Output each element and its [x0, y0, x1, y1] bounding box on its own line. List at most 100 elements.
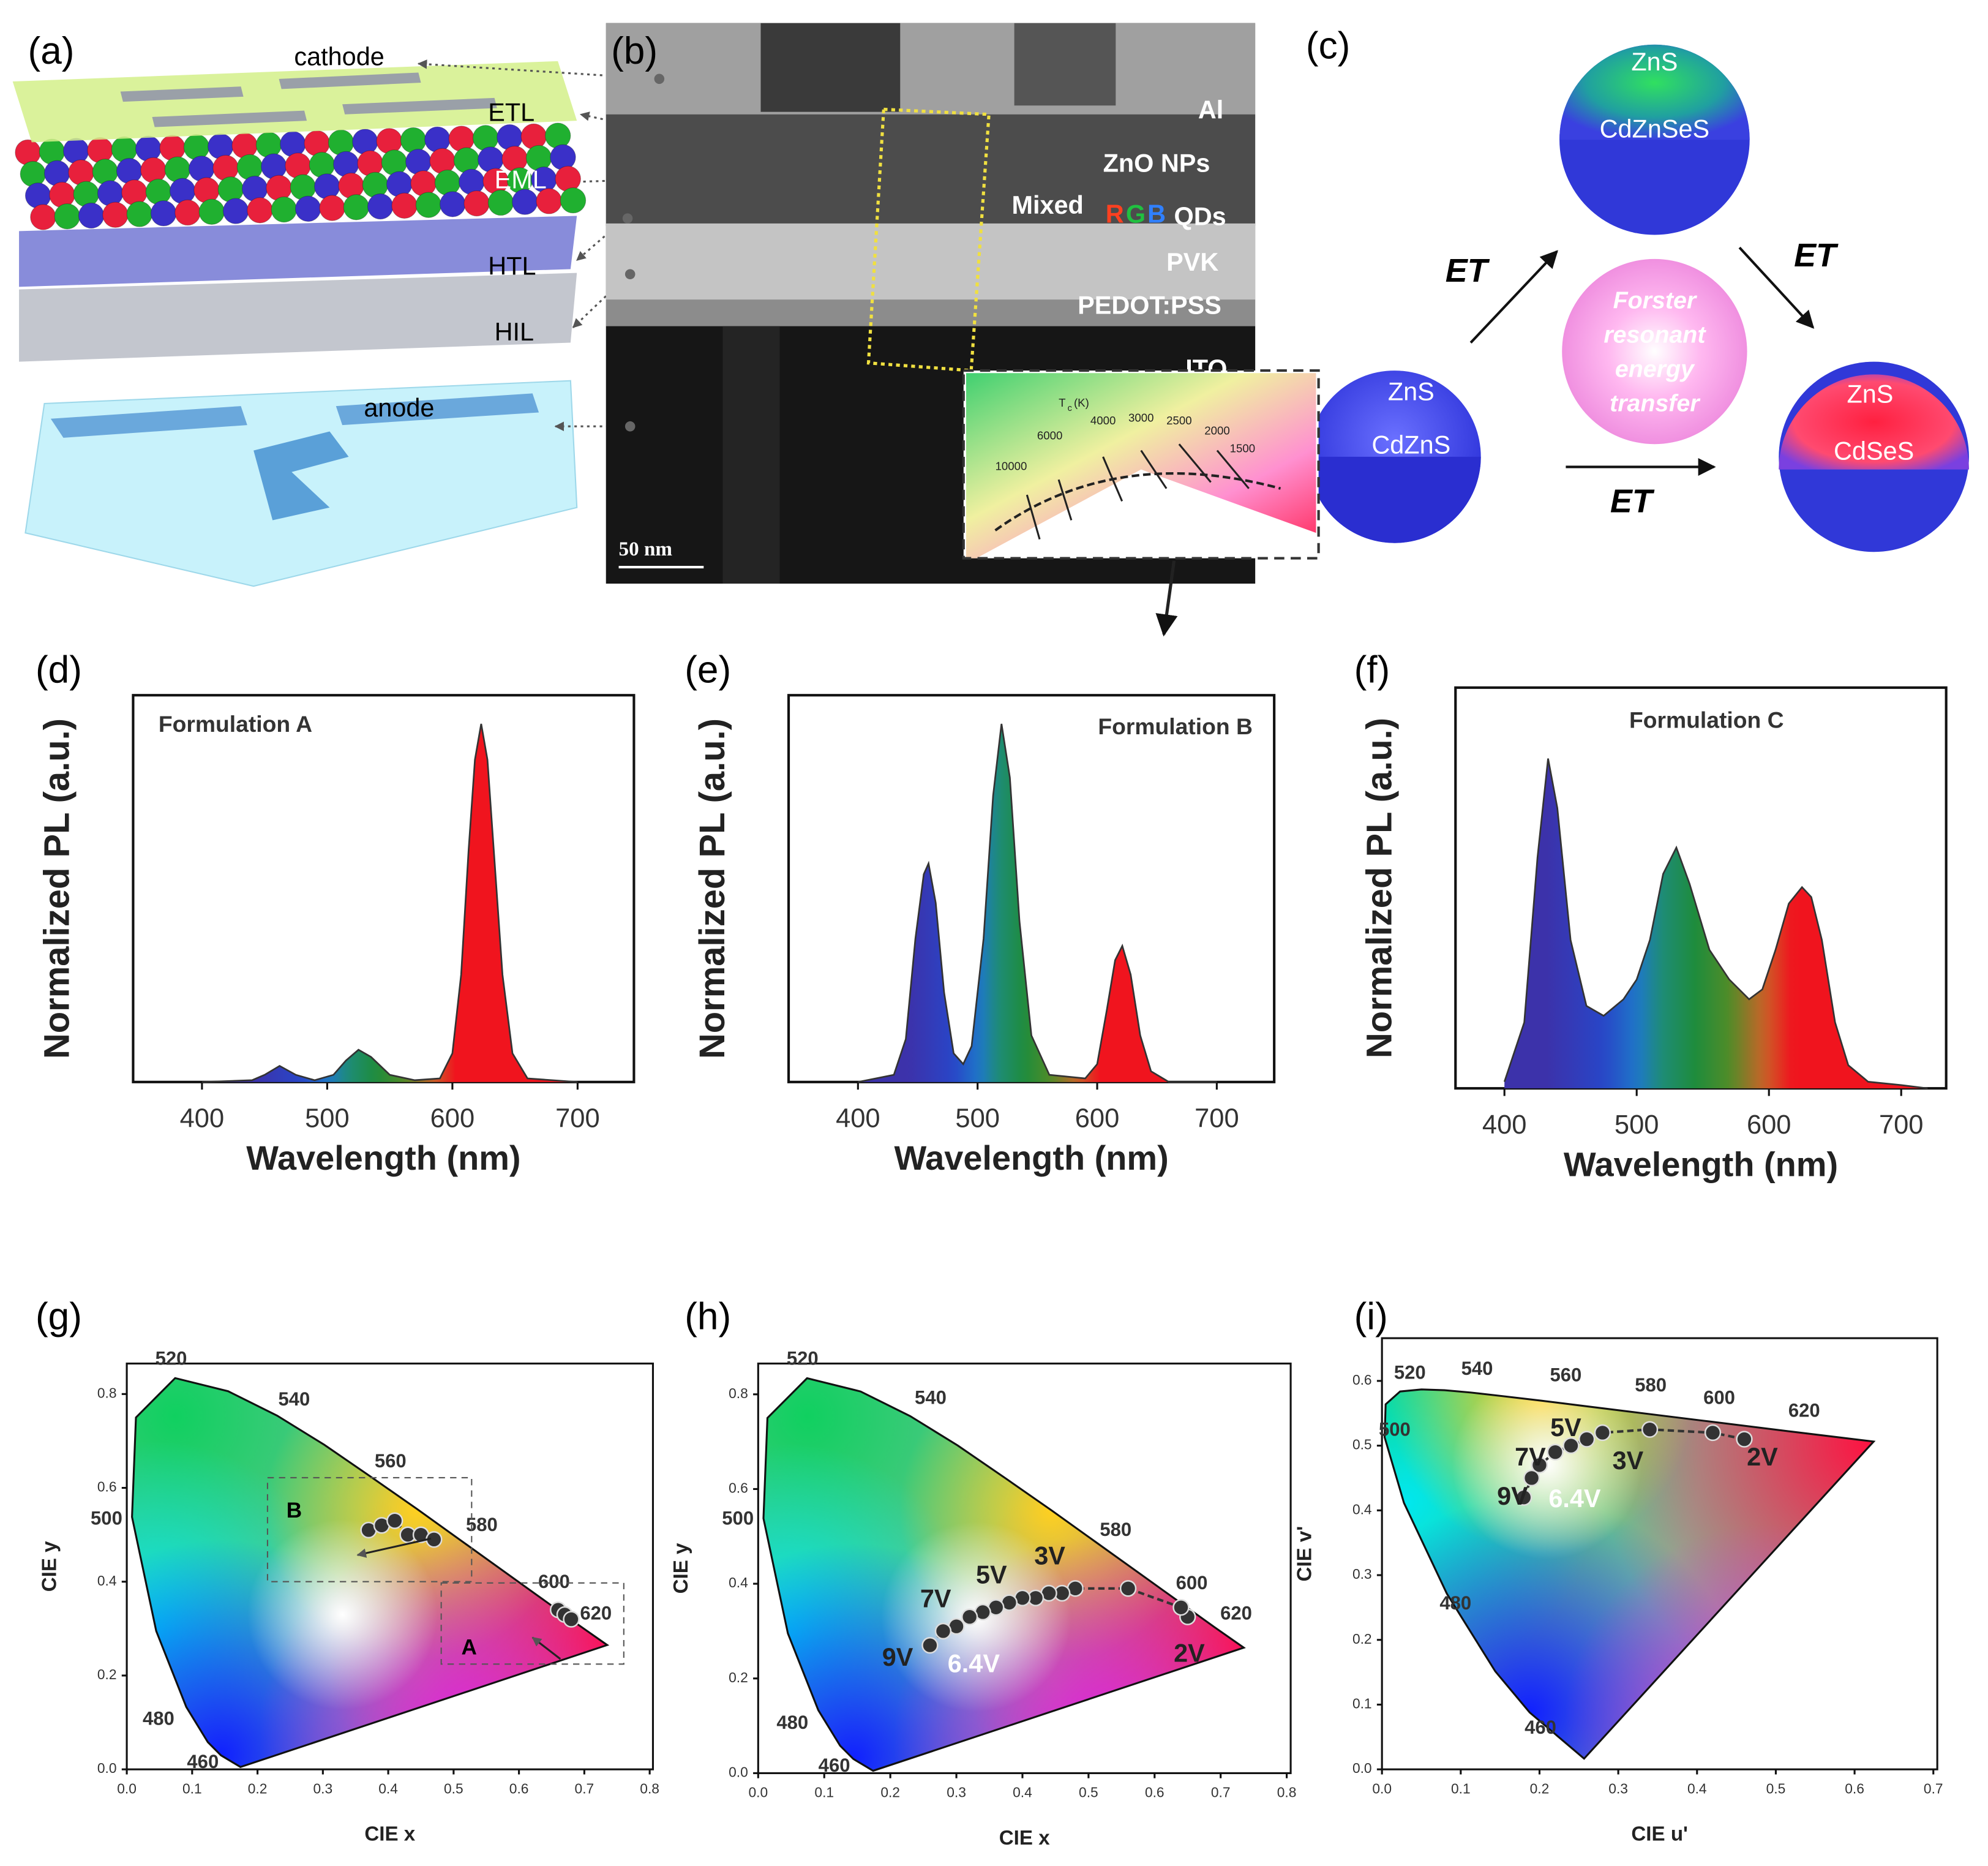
qd-sphere: [169, 178, 196, 205]
data-point: [1172, 1599, 1190, 1616]
inset-temp: 10000: [996, 459, 1027, 472]
qd-sphere: [231, 132, 258, 159]
spectrum-area: [858, 724, 1217, 1082]
x-tick-label: 0.6: [1845, 1780, 1864, 1796]
wavelength-label: 520: [1394, 1361, 1426, 1383]
qd-sphere: [367, 193, 394, 220]
qd-sphere: [410, 170, 437, 197]
qd-label: G: [1126, 200, 1146, 228]
data-point: [1736, 1431, 1753, 1448]
x-axis-label: CIE x: [364, 1823, 415, 1846]
chart: (e) 400 500 600 700 Wavelength (nm) Normalized…: [685, 649, 1276, 1177]
y-axis-label: Normalized PL (a.u.): [1360, 718, 1399, 1058]
layer-label: PVK: [1166, 248, 1218, 276]
highlight-box: [866, 107, 991, 372]
cathode-bar: [152, 110, 307, 127]
wavelength-label: 520: [787, 1348, 819, 1369]
inset-temp: 3000: [1128, 412, 1153, 424]
x-tick-label: 0.4: [1687, 1780, 1707, 1796]
qd-sphere: [357, 150, 383, 176]
y-axis-label: CIE y: [39, 1541, 61, 1592]
layer-label: EML: [495, 165, 547, 194]
wavelength-label: 460: [819, 1755, 850, 1776]
al-band: [606, 23, 1256, 119]
wavelength-label: 600: [1703, 1387, 1735, 1409]
core-label: CdSeS: [1834, 437, 1914, 465]
gamut: [1384, 1389, 1874, 1759]
qd-sphere: [193, 177, 220, 203]
shell-label: ZnS: [1388, 377, 1435, 405]
inset-temp: 6000: [1037, 429, 1062, 442]
qd-sphere: [381, 149, 408, 176]
wavelength-label: 480: [1439, 1592, 1471, 1614]
qd-sphere: [43, 160, 70, 187]
fret-text: Forster resonant energy transfer: [1604, 287, 1706, 417]
x-axis-label: Wavelength (nm): [246, 1138, 520, 1177]
y-tick-label: 0.4: [1352, 1501, 1372, 1517]
qd-sphere: [415, 192, 442, 218]
x-tick-label: 0.3: [1608, 1780, 1628, 1796]
anode-pattern: [336, 393, 539, 426]
qd-sphere: [73, 181, 100, 208]
panel-label: (c): [1306, 25, 1350, 67]
qd-sphere: [164, 156, 191, 182]
x-tick-label: 400: [1482, 1110, 1527, 1140]
fret-line: Forster: [1613, 287, 1698, 314]
y-tick-label: 0.8: [729, 1385, 748, 1401]
x-tick-label: 0.7: [1211, 1785, 1231, 1800]
qd-sphere: [174, 199, 201, 226]
shift-arrow: [356, 1537, 432, 1558]
x-tick-label: 700: [555, 1104, 600, 1133]
wavelength-label: 560: [1550, 1364, 1582, 1385]
voltage-label: 7V: [1515, 1443, 1546, 1471]
layer-label: anode: [364, 394, 434, 422]
x-tick-label: 0.7: [1924, 1780, 1943, 1796]
y-axis-label: CIE y: [670, 1543, 692, 1593]
et-label: ET: [1446, 252, 1490, 289]
anode-pattern: [50, 406, 247, 438]
fret-line: transfer: [1610, 389, 1701, 416]
qd-sphere: [440, 191, 466, 217]
x-tick-label: 0.5: [444, 1780, 463, 1796]
x-tick-label: 0.3: [313, 1780, 333, 1796]
data-point: [921, 1636, 939, 1654]
fret-line: energy: [1615, 355, 1695, 382]
qd-sphere: [280, 131, 306, 157]
voltage-label: 9V: [1497, 1482, 1528, 1510]
x-tick-label: 0.1: [182, 1780, 202, 1796]
shell-label: ZnS: [1847, 380, 1893, 408]
qd-sphere: [198, 198, 225, 225]
qd-sphere: [429, 148, 456, 175]
qd-sphere: [140, 157, 167, 184]
wavelength-label: 460: [187, 1751, 219, 1772]
qd-sphere: [159, 135, 186, 161]
x-tick-label: 0.5: [1079, 1785, 1098, 1800]
dot: [654, 73, 665, 85]
layer-label: ETL: [488, 99, 535, 127]
grain: [1014, 23, 1116, 106]
voltage-label: 7V: [920, 1585, 951, 1613]
x-tick-label: 0.8: [640, 1780, 659, 1796]
wavelength-label: 560: [375, 1450, 407, 1472]
tem-labels: Al ZnO NPs Mixed R G B QDs PVK PEDOT:PSS…: [1011, 96, 1227, 383]
layer-label: HIL: [495, 318, 534, 346]
chart: (h) 0.0 0.1 0.2 0.3 0.4 0.5 0.6 0.7 0.8 0.0 0.2 0.4 0…: [670, 1295, 1297, 1849]
x-axis-label: Wavelength (nm): [1564, 1145, 1838, 1183]
qd-sphere: [145, 178, 172, 205]
y-axis-label: Normalized PL (a.u.): [693, 718, 732, 1059]
y-tick-label: 0.2: [1352, 1631, 1372, 1647]
x-axis-label: Wavelength (nm): [894, 1138, 1168, 1177]
qd-sphere: [68, 159, 94, 186]
voltage-label: 5V: [976, 1560, 1007, 1589]
qd-sphere: [116, 157, 143, 184]
panel-label: (g): [36, 1295, 82, 1337]
spectral-locus: [762, 1377, 1246, 1772]
grain: [760, 23, 901, 112]
x-tick-label: 700: [1879, 1110, 1924, 1140]
wavelength-label: 480: [143, 1708, 174, 1729]
x-axis-label: CIE u': [1631, 1823, 1688, 1846]
x-tick-label: 0.1: [814, 1785, 834, 1800]
y-tick-label: 0.3: [1352, 1566, 1372, 1582]
qd-sphere: [111, 136, 138, 163]
